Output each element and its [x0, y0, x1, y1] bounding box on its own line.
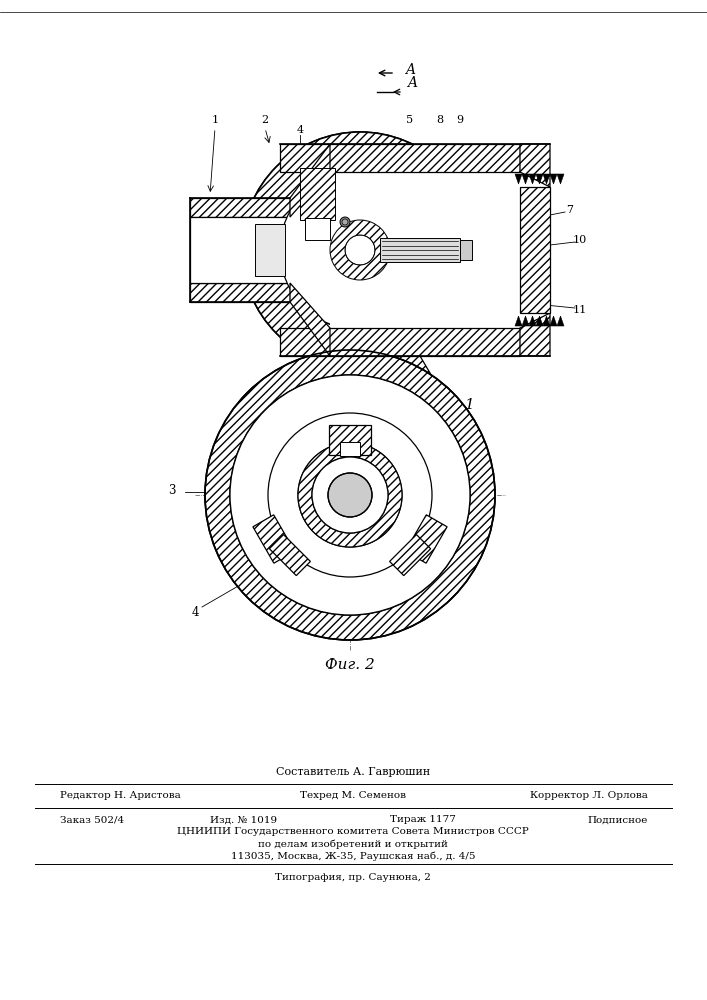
Polygon shape [529, 174, 536, 184]
Polygon shape [557, 316, 564, 326]
Polygon shape [310, 356, 440, 390]
Wedge shape [298, 443, 402, 547]
Text: 4: 4 [192, 606, 199, 619]
Text: Составитель А. Гаврюшин: Составитель А. Гаврюшин [276, 767, 430, 777]
Polygon shape [515, 316, 522, 326]
Text: Изд. № 1019: Изд. № 1019 [210, 816, 277, 824]
Polygon shape [543, 316, 550, 326]
Polygon shape [522, 316, 529, 326]
Bar [330, 172, 525, 328]
Text: Заказ 502/4: Заказ 502/4 [60, 816, 124, 824]
Circle shape [298, 443, 402, 547]
Circle shape [345, 235, 375, 265]
Circle shape [340, 217, 350, 227]
Polygon shape [515, 174, 522, 184]
Text: 2: 2 [262, 115, 269, 125]
Text: 6: 6 [306, 400, 314, 410]
Text: 10: 10 [573, 235, 587, 245]
Text: 113035, Москва, Ж-35, Раушская наб., д. 4/5: 113035, Москва, Ж-35, Раушская наб., д. … [230, 851, 475, 861]
Polygon shape [520, 313, 550, 356]
Bar [255, 224, 285, 276]
Text: 1: 1 [211, 115, 218, 125]
Polygon shape [520, 144, 550, 187]
Text: 4: 4 [296, 125, 303, 135]
Text: Корректор Л. Орлова: Корректор Л. Орлова [530, 792, 648, 800]
Wedge shape [330, 220, 390, 280]
Text: 7: 7 [566, 205, 573, 215]
Text: 8: 8 [436, 115, 443, 125]
Circle shape [328, 473, 372, 517]
Text: A: A [407, 76, 417, 90]
Text: ЦНИИПИ Государственного комитета Совета Министров СССР: ЦНИИПИ Государственного комитета Совета … [177, 828, 529, 836]
Polygon shape [190, 283, 290, 302]
Bar [380, 238, 460, 262]
Polygon shape [520, 187, 550, 313]
Circle shape [268, 413, 432, 577]
Polygon shape [529, 316, 536, 326]
Text: 5: 5 [407, 115, 414, 125]
Circle shape [280, 170, 440, 330]
Text: 3: 3 [327, 400, 334, 410]
Circle shape [230, 375, 470, 615]
Bar [460, 240, 472, 260]
Text: A: A [378, 416, 387, 428]
Circle shape [312, 457, 388, 533]
Text: A: A [405, 63, 415, 77]
Bar [405, 515, 447, 563]
Text: Фиг. 2: Фиг. 2 [325, 658, 375, 672]
Wedge shape [205, 350, 495, 640]
Polygon shape [280, 328, 520, 356]
Polygon shape [543, 174, 550, 184]
Wedge shape [242, 132, 478, 368]
Polygon shape [550, 316, 557, 326]
Bar [305, 218, 330, 240]
Polygon shape [522, 174, 529, 184]
Bar [253, 515, 295, 563]
Circle shape [342, 219, 348, 225]
Polygon shape [550, 174, 557, 184]
Polygon shape [329, 425, 371, 455]
Text: Типография, пр. Саунюна, 2: Типография, пр. Саунюна, 2 [275, 874, 431, 882]
Text: А – А: А – А [366, 430, 399, 442]
Polygon shape [536, 174, 543, 184]
Polygon shape [300, 168, 335, 220]
Polygon shape [290, 283, 330, 356]
Bar [390, 535, 431, 576]
Text: 3: 3 [168, 484, 176, 496]
Bar [190, 217, 290, 283]
Polygon shape [190, 198, 290, 217]
Text: 11: 11 [573, 305, 587, 315]
Polygon shape [557, 174, 564, 184]
Bar [340, 442, 360, 456]
Circle shape [242, 132, 478, 368]
Polygon shape [536, 316, 543, 326]
Text: по делам изобретений и открытий: по делам изобретений и открытий [258, 839, 448, 849]
Text: Техред М. Семенов: Техред М. Семенов [300, 792, 406, 800]
Text: 9: 9 [457, 115, 464, 125]
Text: Редактор Н. Аристова: Редактор Н. Аристова [60, 792, 181, 800]
Text: Подписное: Подписное [588, 816, 648, 824]
Polygon shape [280, 144, 520, 172]
Text: Фиг. 1: Фиг. 1 [425, 398, 474, 412]
Bar [269, 535, 310, 576]
Polygon shape [290, 144, 330, 217]
Text: Тираж 1177: Тираж 1177 [390, 816, 456, 824]
